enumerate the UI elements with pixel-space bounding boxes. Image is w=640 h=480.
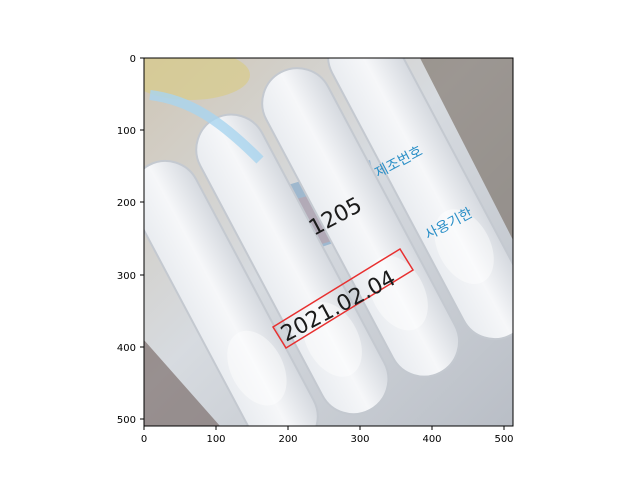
x-tick-label: 0 <box>141 434 147 445</box>
x-tick-label: 500 <box>494 434 513 445</box>
y-tick-label: 200 <box>117 198 136 209</box>
x-tick-label: 400 <box>422 434 441 445</box>
y-tick-label: 300 <box>117 271 136 282</box>
vials-photo: 제조번호 사용기한 1205 2021.02.04 <box>144 58 513 426</box>
y-axis: 0 100 200 300 400 500 <box>117 54 144 426</box>
x-tick-label: 100 <box>206 434 225 445</box>
vials-strip <box>144 58 513 426</box>
axes-frame <box>143 57 514 427</box>
date-highlight-box <box>271 247 415 350</box>
y-tick-label: 400 <box>117 343 136 354</box>
x-tick-label: 300 <box>350 434 369 445</box>
y-tick-label: 500 <box>117 415 136 426</box>
x-axis: 0 100 200 300 400 500 <box>141 426 514 445</box>
x-tick-label: 200 <box>278 434 297 445</box>
y-tick-label: 100 <box>117 126 136 137</box>
y-tick-label: 0 <box>130 54 136 65</box>
